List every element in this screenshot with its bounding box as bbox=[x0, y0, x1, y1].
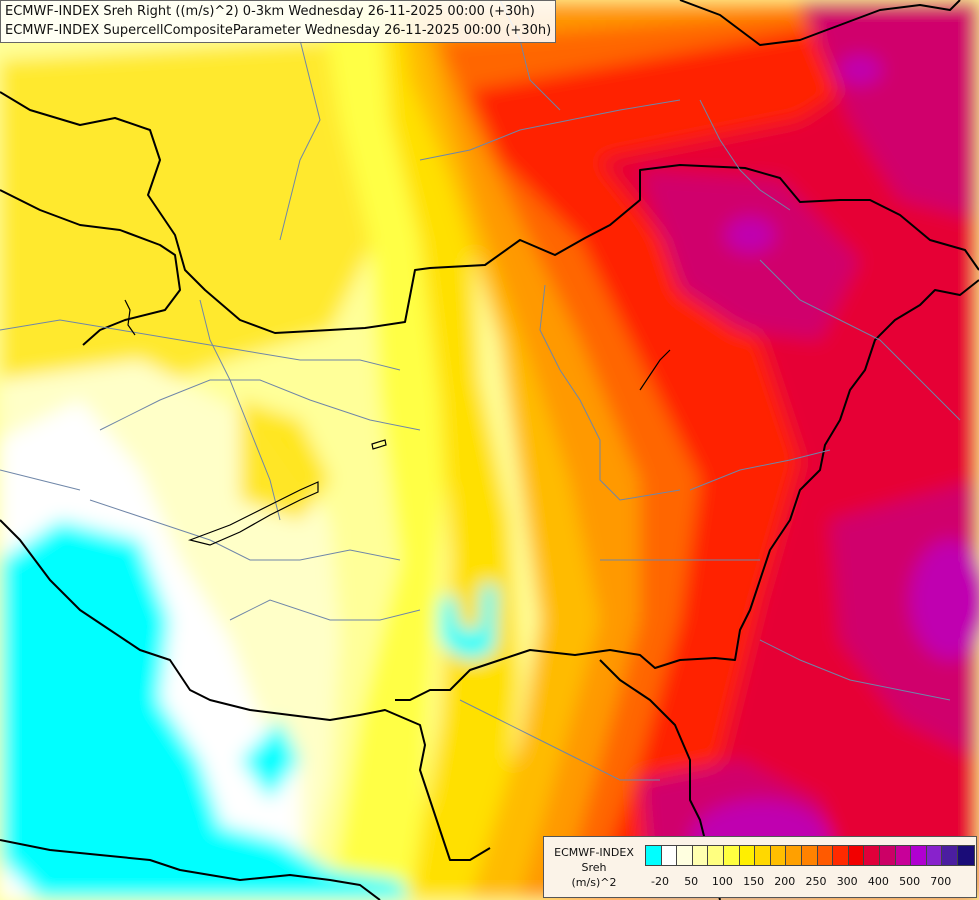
legend-tick-label: 250 bbox=[805, 875, 827, 888]
legend-tick-label: 100 bbox=[711, 875, 733, 888]
field-purple-core-1 bbox=[725, 217, 775, 253]
map-title-box: ECMWF-INDEX Sreh Right ((m/s)^2) 0-3km W… bbox=[0, 0, 557, 43]
lake-outline bbox=[187, 481, 319, 546]
field-magenta-east bbox=[800, 0, 979, 220]
field-magenta-zone bbox=[640, 170, 860, 340]
admin-lines bbox=[0, 0, 961, 781]
admin-line-2 bbox=[99, 379, 421, 431]
admin-line-6 bbox=[539, 284, 681, 501]
border-north bbox=[0, 91, 979, 334]
legend-tick-label: 700 bbox=[930, 875, 952, 888]
admin-line-4 bbox=[89, 499, 401, 561]
title-line-2: ECMWF-INDEX SupercellCompositeParameter … bbox=[5, 23, 552, 38]
admin-line-12 bbox=[759, 259, 961, 421]
rivers-lakes bbox=[124, 299, 671, 546]
legend-tick-label: 150 bbox=[743, 875, 765, 888]
admin-line-14 bbox=[759, 639, 951, 701]
border-east bbox=[395, 279, 979, 701]
legend-label: ECMWF-INDEX Sreh (m/s)^2 bbox=[548, 845, 640, 890]
legend-line-2: Sreh bbox=[581, 861, 607, 874]
legend-tick-label: 200 bbox=[774, 875, 796, 888]
field-cyan-southwest bbox=[0, 520, 220, 900]
legend-tick-label: 300 bbox=[836, 875, 858, 888]
admin-line-10 bbox=[419, 99, 681, 161]
color-legend: ECMWF-INDEX Sreh (m/s)^2 -20 50 100 150 200 2… bbox=[543, 836, 977, 898]
admin-line-5 bbox=[229, 599, 421, 621]
small-lake bbox=[371, 439, 387, 450]
field-gold-west bbox=[0, 40, 380, 440]
legend-swatch bbox=[957, 845, 975, 866]
border-southwest bbox=[0, 519, 491, 861]
river-north bbox=[124, 299, 136, 336]
field-cyan-coast bbox=[200, 820, 410, 900]
legend-tick-label: 500 bbox=[899, 875, 921, 888]
legend-tick-label: 400 bbox=[867, 875, 889, 888]
admin-line-13 bbox=[459, 699, 660, 781]
border-south bbox=[0, 839, 381, 900]
admin-line-3 bbox=[199, 299, 281, 521]
legend-tick-label: 50 bbox=[684, 875, 699, 888]
field-cyan-center bbox=[440, 585, 497, 660]
admin-line-15 bbox=[0, 469, 81, 491]
field-purple-core-4 bbox=[910, 540, 979, 660]
field-gold-center bbox=[240, 400, 330, 520]
admin-line-9 bbox=[699, 99, 791, 211]
title-line-1: ECMWF-INDEX Sreh Right ((m/s)^2) 0-3km W… bbox=[5, 4, 535, 19]
legend-line-1: ECMWF-INDEX bbox=[554, 846, 634, 859]
field-cyan-south bbox=[240, 720, 300, 800]
border-upper-east bbox=[679, 0, 961, 46]
admin-line-11 bbox=[279, 39, 321, 241]
field-purple-core-2 bbox=[838, 55, 882, 85]
river-east bbox=[639, 349, 671, 391]
border-central bbox=[0, 189, 181, 346]
legend-line-3: (m/s)^2 bbox=[571, 876, 617, 889]
legend-tick-label: -20 bbox=[651, 875, 669, 888]
field-gold-band bbox=[380, 0, 520, 900]
admin-line-7 bbox=[689, 449, 831, 491]
admin-line-1 bbox=[0, 319, 401, 371]
